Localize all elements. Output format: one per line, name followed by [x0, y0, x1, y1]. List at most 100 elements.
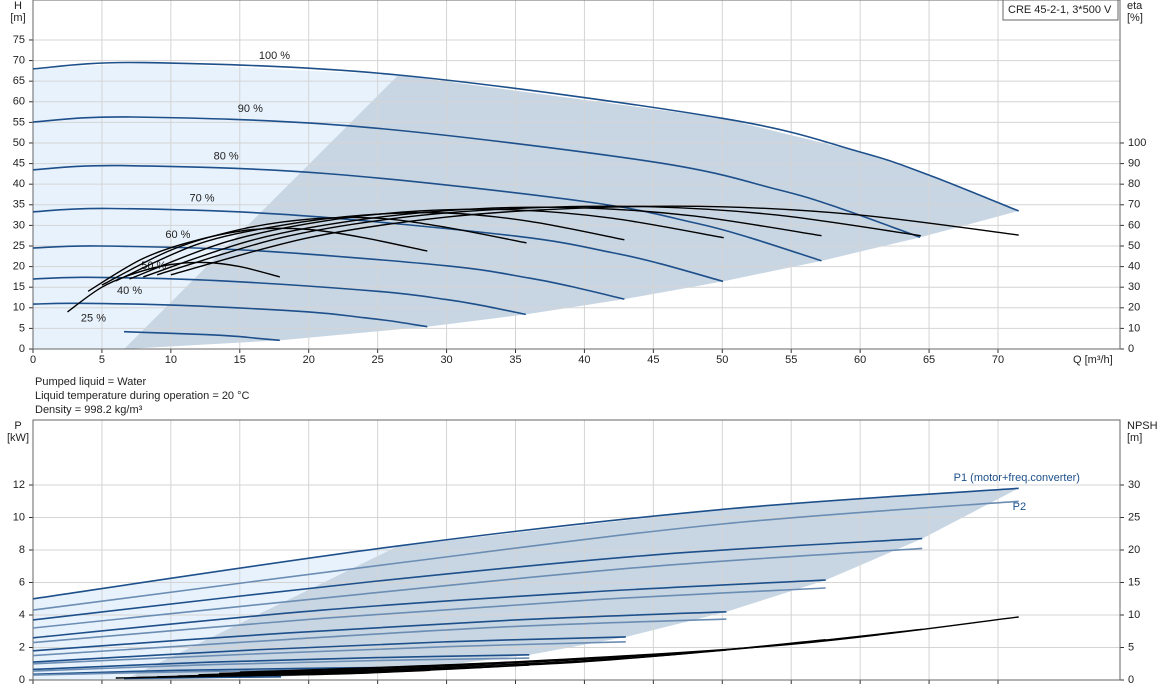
- x-tick-label: 5: [99, 354, 105, 366]
- curve-label: P2: [1013, 501, 1026, 513]
- operating-area: [123, 488, 1019, 680]
- y2-axis-unit: [m]: [1127, 432, 1142, 444]
- x-tick-label: 65: [923, 354, 935, 366]
- y-tick-label: 12: [13, 479, 25, 491]
- y-tick-label: 25: [13, 240, 25, 252]
- y-tick-label: 65: [13, 75, 25, 87]
- y2-tick-label: 10: [1128, 609, 1140, 621]
- y-tick-label: 10: [13, 302, 25, 314]
- chart-title: CRE 45-2-1, 3*500 V: [1008, 4, 1112, 16]
- curve-label: 40 %: [117, 285, 142, 297]
- y-tick-label: 35: [13, 199, 25, 211]
- y-axis-unit: [kW]: [7, 432, 29, 444]
- y2-tick-label: 20: [1128, 302, 1140, 314]
- curve: [32, 500, 1019, 611]
- curve: [87, 227, 428, 292]
- y2-tick-label: 25: [1128, 511, 1140, 523]
- y2-tick-label: 50: [1128, 240, 1140, 252]
- curve: [32, 487, 1019, 600]
- curve: [32, 579, 826, 639]
- y-axis-unit: [m]: [10, 12, 25, 24]
- curve: [32, 537, 923, 621]
- curve: [32, 587, 826, 644]
- x-tick-label: 40: [578, 354, 590, 366]
- curve: [32, 618, 727, 657]
- title-box: [1002, 0, 1119, 21]
- free-area: [33, 545, 399, 680]
- curve: [32, 276, 526, 316]
- y-tick-label: 75: [13, 34, 25, 46]
- y-tick-label: 2: [19, 641, 25, 653]
- y-tick-label: 50: [13, 137, 25, 149]
- x-tick-label: 10: [165, 354, 177, 366]
- y-tick-label: 0: [19, 674, 25, 686]
- curve: [32, 116, 921, 239]
- x-tick-label: 50: [716, 354, 728, 366]
- curve: [115, 669, 431, 679]
- y-axis-label: P: [14, 420, 21, 432]
- chart-0: 0 5 10 15 20 25 30 35 40 45 50 55 60 65 70 0 5 10 15 20 25 30…: [10, 0, 1146, 416]
- y2-tick-label: 100: [1128, 137, 1146, 149]
- y2-tick-label: 30: [1128, 281, 1140, 293]
- y-tick-label: 8: [19, 544, 25, 556]
- y2-tick-label: 60: [1128, 219, 1140, 231]
- y-axis-label: H: [14, 0, 22, 12]
- x-tick-label: 55: [785, 354, 797, 366]
- curve: [219, 628, 923, 675]
- y2-tick-label: 30: [1128, 479, 1140, 491]
- y2-tick-label: 90: [1128, 157, 1140, 169]
- y-tick-label: 45: [13, 157, 25, 169]
- y2-axis-unit: [%]: [1127, 12, 1143, 24]
- curve-label: 90 %: [238, 103, 263, 115]
- curve-label: 70 %: [190, 193, 215, 205]
- curve-label: 80 %: [214, 151, 239, 163]
- note: Density = 998.2 kg/m³: [35, 404, 143, 416]
- y2-tick-label: 5: [1128, 641, 1134, 653]
- y-tick-label: 6: [19, 576, 25, 588]
- curve: [67, 261, 280, 313]
- y-tick-label: 40: [13, 178, 25, 190]
- x-tick-label: 60: [854, 354, 866, 366]
- y-tick-label: 10: [13, 511, 25, 523]
- y2-tick-label: 0: [1128, 674, 1134, 686]
- y2-tick-label: 15: [1128, 576, 1140, 588]
- curve: [101, 216, 527, 286]
- x-tick-label: 0: [30, 354, 36, 366]
- curve: [32, 164, 822, 262]
- chart-1: 0 2 4 6 8 10 12 0 5 10 15 20 25 30 P1 (motor+freq.conv…: [7, 419, 1158, 686]
- x-tick-label: 30: [440, 354, 452, 366]
- y-tick-label: 5: [19, 322, 25, 334]
- y2-tick-label: 70: [1128, 199, 1140, 211]
- y-tick-label: 30: [13, 219, 25, 231]
- x-tick-label: 70: [992, 354, 1004, 366]
- curve: [32, 61, 1019, 212]
- y-tick-label: 20: [13, 260, 25, 272]
- curve: [129, 208, 724, 280]
- y-tick-label: 55: [13, 116, 25, 128]
- curve: [198, 639, 826, 676]
- y2-axis-label: eta: [1127, 0, 1143, 12]
- y2-tick-label: 20: [1128, 544, 1140, 556]
- x-axis-label: Q [m³/h]: [1073, 354, 1113, 366]
- y-tick-label: 70: [13, 54, 25, 66]
- y-tick-label: 0: [19, 343, 25, 355]
- y2-axis-label: NPSH: [1127, 420, 1158, 432]
- curve: [32, 207, 724, 283]
- curve: [32, 611, 727, 652]
- y-tick-label: 15: [13, 281, 25, 293]
- curve-label: P1 (motor+freq.converter): [954, 472, 1080, 484]
- x-tick-label: 20: [303, 354, 315, 366]
- curve: [32, 245, 625, 300]
- curve-label: 25 %: [81, 313, 106, 325]
- y2-tick-label: 80: [1128, 178, 1140, 190]
- plot-frame: [32, 0, 1121, 350]
- curve: [32, 654, 530, 671]
- note: Pumped liquid = Water: [35, 376, 147, 388]
- y-tick-label: 4: [19, 609, 25, 621]
- x-tick-label: 45: [647, 354, 659, 366]
- y2-tick-label: 0: [1128, 343, 1134, 355]
- curve: [123, 330, 280, 342]
- x-tick-label: 35: [509, 354, 521, 366]
- curve-label: 60 %: [165, 229, 190, 241]
